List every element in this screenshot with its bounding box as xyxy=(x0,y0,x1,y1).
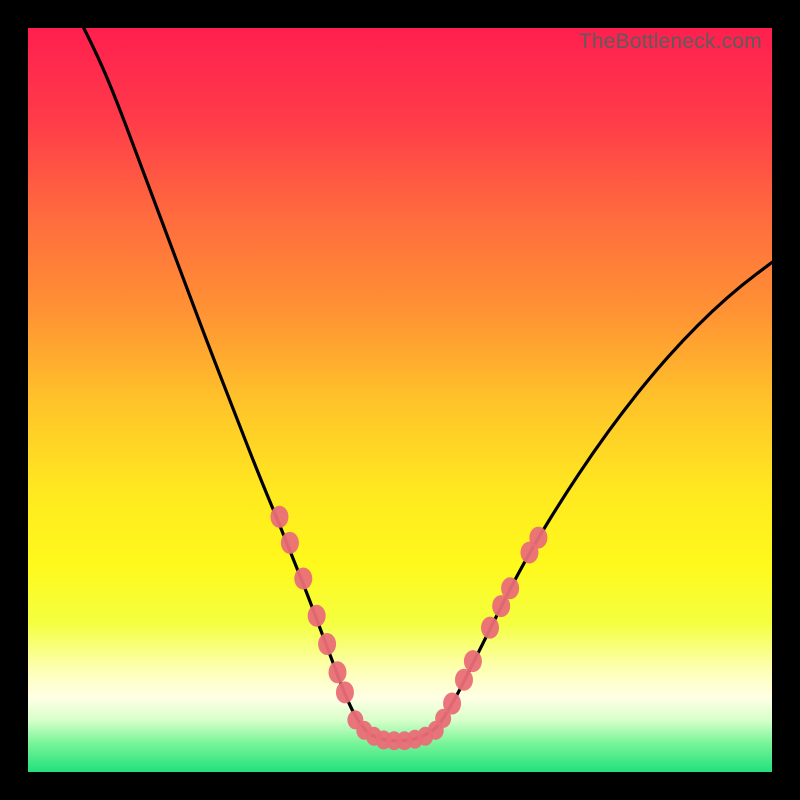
curve-marker xyxy=(329,661,347,683)
curve-marker xyxy=(294,568,312,590)
side-markers-group xyxy=(270,506,547,715)
chart-border-top xyxy=(0,0,800,28)
plot-area: TheBottleneck.com xyxy=(28,28,772,772)
curve-marker xyxy=(308,605,326,627)
curve-marker xyxy=(501,577,519,599)
curve-marker xyxy=(443,693,461,715)
curve-marker xyxy=(318,633,336,655)
curve-marker xyxy=(464,650,482,672)
chart-frame: TheBottleneck.com xyxy=(0,0,800,800)
curve-marker xyxy=(336,681,354,703)
chart-border-right xyxy=(772,0,800,800)
plateau-markers-group xyxy=(347,709,451,750)
chart-border-left xyxy=(0,0,28,800)
curve-layer xyxy=(28,28,772,772)
curve-marker xyxy=(281,532,299,554)
chart-border-bottom xyxy=(0,772,800,800)
bottleneck-curve xyxy=(84,28,772,741)
curve-marker xyxy=(481,617,499,639)
curve-marker xyxy=(270,506,288,528)
curve-marker xyxy=(455,669,473,691)
watermark-text: TheBottleneck.com xyxy=(579,30,762,54)
curve-marker xyxy=(529,527,547,549)
